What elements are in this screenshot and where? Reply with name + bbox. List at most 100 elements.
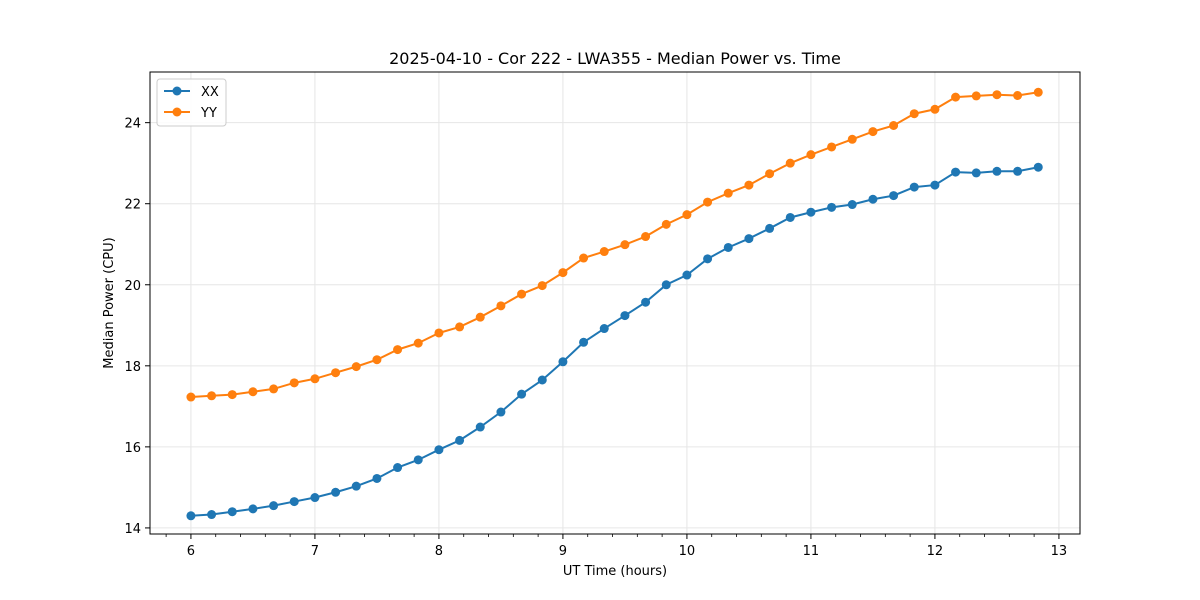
y-tick-label: 14 <box>124 522 141 537</box>
legend-label-yy: YY <box>200 106 217 121</box>
data-point-yy <box>310 374 320 384</box>
data-point-xx <box>744 234 754 244</box>
data-point-yy <box>372 355 382 365</box>
data-point-xx <box>641 297 651 307</box>
data-point-xx <box>723 242 733 252</box>
legend-marker-xx <box>172 86 182 96</box>
data-point-xx <box>413 455 423 465</box>
data-point-xx <box>289 497 299 507</box>
data-point-xx <box>186 511 196 521</box>
y-tick-label: 22 <box>124 198 141 213</box>
grid-layer <box>150 72 1080 534</box>
data-point-xx <box>930 180 940 190</box>
data-point-xx <box>765 223 775 233</box>
tick-layer: 14 16 18 20 22 24 6 7 8 9 10 11 12 13 <box>124 117 1067 559</box>
data-point-yy <box>765 169 775 179</box>
x-tick-label: 11 <box>803 544 820 559</box>
x-tick-label: 10 <box>679 544 696 559</box>
data-point-xx <box>868 194 878 204</box>
data-point-yy <box>620 240 630 250</box>
data-point-yy <box>496 301 506 311</box>
data-point-yy <box>207 391 217 401</box>
data-point-yy <box>475 312 485 322</box>
plot-frame <box>149 71 1081 535</box>
data-point-xx <box>393 463 403 473</box>
data-point-yy <box>227 390 237 400</box>
x-tick-label: 8 <box>435 544 443 559</box>
data-point-xx <box>372 473 382 483</box>
data-point-yy <box>413 338 423 348</box>
data-point-xx <box>909 182 919 192</box>
data-point-yy <box>889 120 899 130</box>
x-tick-label: 12 <box>927 544 944 559</box>
series-line-yy <box>190 91 1039 399</box>
data-point-xx <box>558 357 568 367</box>
data-point-xx <box>475 422 485 432</box>
data-point-yy <box>1013 91 1023 101</box>
legend: XX YY <box>156 78 227 127</box>
data-point-yy <box>992 90 1002 100</box>
data-point-yy <box>289 378 299 388</box>
data-point-yy <box>434 328 444 338</box>
data-point-xx <box>1013 166 1023 176</box>
y-tick-label: 20 <box>124 279 141 294</box>
data-point-yy <box>579 253 589 263</box>
series-line-xx <box>190 166 1039 517</box>
series-layer <box>186 87 1043 521</box>
data-point-xx <box>331 487 341 497</box>
data-point-xx <box>992 166 1002 176</box>
data-point-xx <box>351 481 361 491</box>
data-point-xx <box>434 445 444 455</box>
data-point-yy <box>806 150 816 160</box>
data-point-xx <box>703 254 713 264</box>
data-point-xx <box>827 202 837 212</box>
data-point-yy <box>868 127 878 137</box>
data-point-yy <box>248 387 258 397</box>
legend-label-xx: XX <box>201 85 219 100</box>
data-point-xx <box>847 200 857 210</box>
data-point-yy <box>351 362 361 372</box>
data-point-yy <box>682 210 692 220</box>
data-point-xx <box>1033 162 1043 172</box>
data-point-yy <box>827 142 837 152</box>
data-point-xx <box>951 167 961 177</box>
data-point-yy <box>951 92 961 102</box>
data-point-xx <box>785 212 795 222</box>
data-point-xx <box>517 389 527 399</box>
x-tick-label: 6 <box>187 544 195 559</box>
data-point-yy <box>517 289 527 299</box>
y-tick-label: 24 <box>124 117 141 132</box>
data-point-xx <box>248 504 258 514</box>
data-point-yy <box>785 158 795 168</box>
legend-marker-yy <box>172 107 182 117</box>
data-point-xx <box>806 207 816 217</box>
data-point-xx <box>661 280 671 290</box>
data-point-yy <box>930 104 940 114</box>
y-tick-label: 16 <box>124 441 141 456</box>
data-point-yy <box>269 384 279 394</box>
data-point-yy <box>558 268 568 278</box>
data-point-yy <box>909 109 919 119</box>
data-point-xx <box>599 324 609 334</box>
data-point-yy <box>186 392 196 402</box>
x-axis-label: UT Time (hours) <box>563 564 667 579</box>
data-point-yy <box>971 91 981 101</box>
data-point-xx <box>579 337 589 347</box>
data-point-yy <box>641 232 651 242</box>
chart-title: 2025-04-10 - Cor 222 - LWA355 - Median P… <box>389 49 841 68</box>
series-yy <box>186 87 1043 402</box>
data-point-yy <box>661 219 671 229</box>
data-point-xx <box>310 493 320 503</box>
data-point-yy <box>723 188 733 198</box>
data-point-yy <box>744 180 754 190</box>
x-tick-label: 9 <box>559 544 567 559</box>
x-tick-label: 13 <box>1051 544 1068 559</box>
series-xx <box>186 162 1043 521</box>
data-point-xx <box>207 510 217 520</box>
data-point-xx <box>455 435 465 445</box>
data-point-yy <box>599 247 609 257</box>
data-point-yy <box>1033 87 1043 97</box>
data-point-xx <box>496 407 506 417</box>
data-point-yy <box>455 322 465 332</box>
